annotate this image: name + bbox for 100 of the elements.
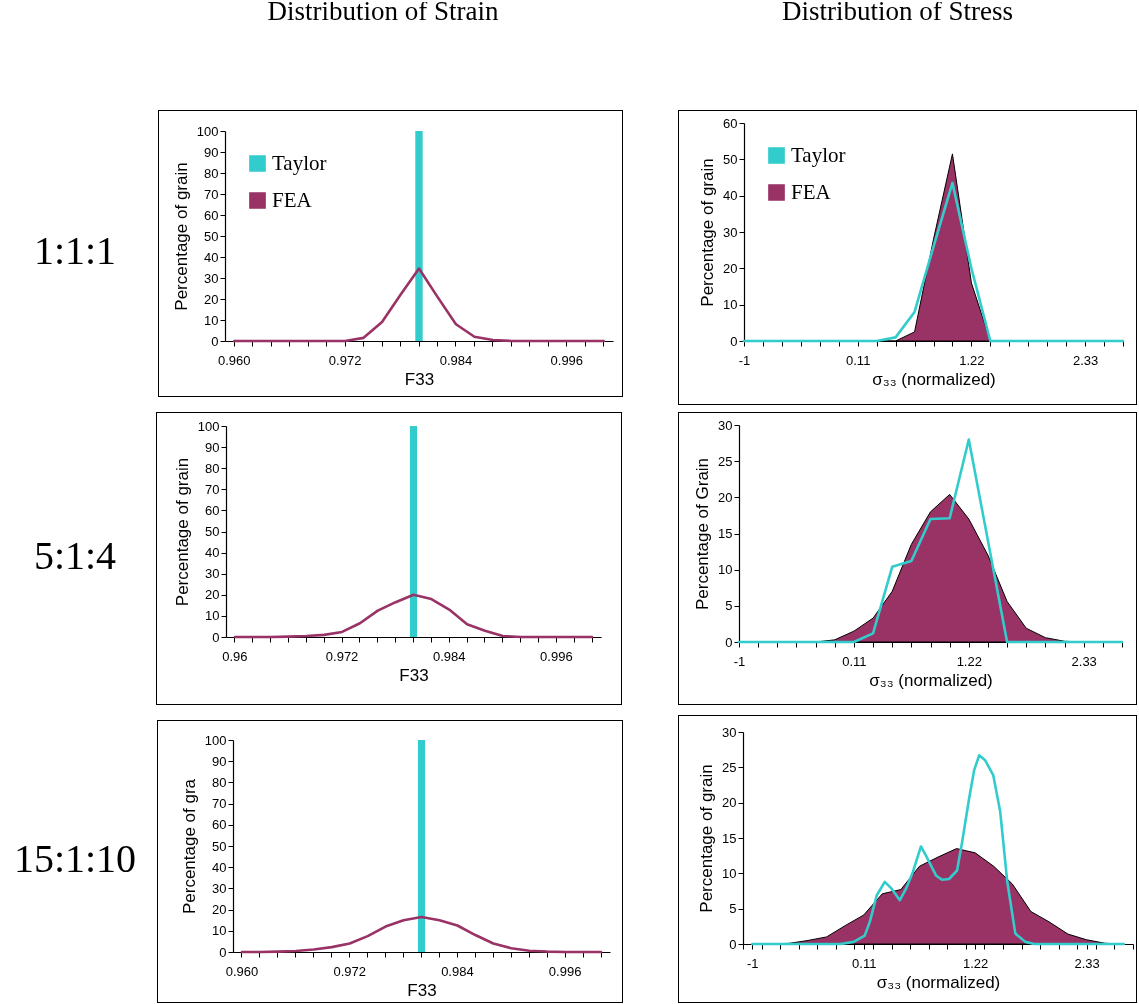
y-tick-label: 30 — [204, 270, 219, 286]
x-tick-label: 0.996 — [550, 352, 584, 368]
x-tick-label: -1 — [747, 955, 759, 971]
x-tick-label: 0.984 — [439, 352, 473, 368]
y-tick-label: 15 — [722, 830, 737, 846]
x-tick-label: 0.960 — [225, 963, 259, 979]
x-tick-label: -1 — [738, 352, 751, 368]
y-tick-label: 30 — [205, 566, 220, 582]
y-tick-label: 50 — [723, 151, 738, 167]
y-tick-label: 100 — [204, 732, 227, 748]
line-series — [240, 915, 603, 954]
x-tick-label: 2.33 — [1074, 955, 1100, 971]
y-tick-label: 90 — [205, 439, 220, 455]
x-axis-title: F33 — [404, 369, 435, 389]
y-tick-label: 10 — [718, 562, 733, 578]
x-tick-label: 0.96 — [222, 648, 248, 664]
x-tick-label: 0.11 — [852, 955, 877, 971]
text: 15:1:10 — [13, 834, 137, 882]
y-tick-label: 100 — [197, 418, 220, 434]
x-axis-title: F33 — [399, 665, 429, 685]
y-tick-label: 20 — [205, 587, 220, 603]
y-tick-label: 60 — [212, 817, 227, 833]
x-tick-label: 0.972 — [325, 648, 359, 664]
y-tick-label: 15 — [718, 526, 733, 541]
x-axis-title: σ₃₃ (normalized) — [876, 972, 1001, 992]
y-tick-label: 60 — [723, 115, 738, 131]
y-tick-label: 80 — [204, 165, 219, 181]
y-tick-label: 20 — [204, 291, 219, 307]
y-tick-label: 30 — [722, 724, 737, 740]
line-series — [233, 593, 594, 639]
y-axis-title: Percentage of grain — [171, 162, 191, 311]
y-tick-label: 10 — [723, 297, 738, 313]
y-tick-label: 40 — [205, 545, 220, 561]
x-tick-label: 0.11 — [846, 352, 871, 368]
text: 5:1:4 — [33, 531, 117, 579]
line-series — [750, 754, 1126, 946]
y-tick-label: 70 — [212, 796, 227, 812]
y-tick-label: 30 — [212, 880, 227, 896]
y-axis-title: Percentage of grain — [698, 158, 718, 307]
y-tick-label: 50 — [205, 524, 220, 539]
x-tick-label: 0.984 — [441, 963, 474, 979]
y-tick-label: 10 — [205, 608, 220, 624]
y-tick-label: 20 — [718, 489, 733, 505]
y-tick-label: 100 — [196, 123, 219, 139]
x-tick-label: 0.984 — [432, 648, 466, 664]
x-axis-title: σ₃₃ (normalized) — [872, 369, 996, 389]
y-tick-label: 5 — [725, 598, 733, 614]
legend-label: Taylor — [272, 150, 327, 175]
line-series — [232, 267, 606, 343]
y-tick-label: 70 — [204, 186, 219, 202]
x-tick-label: 2.33 — [1071, 653, 1097, 669]
y-axis-title: Percentage of gra — [179, 778, 199, 915]
x-axis-title: σ₃₃ (normalized) — [869, 670, 993, 690]
y-tick-label: 40 — [723, 188, 738, 204]
y-tick-label: 25 — [722, 759, 737, 775]
y-tick-label: 10 — [204, 312, 219, 328]
legend-label: Taylor — [791, 142, 846, 167]
x-tick-label: -1 — [733, 653, 746, 669]
x-tick-label: 1.22 — [962, 955, 989, 971]
x-tick-label: 0.960 — [217, 352, 251, 368]
y-tick-label: 0 — [729, 936, 737, 952]
x-tick-label: 0.11 — [842, 653, 867, 669]
y-axis-title: Percentage of grain — [697, 764, 717, 913]
y-tick-label: 50 — [204, 228, 219, 244]
y-tick-label: 5 — [729, 901, 737, 917]
y-tick-label: 20 — [722, 795, 737, 811]
y-tick-label: 80 — [212, 774, 227, 790]
y-tick-label: 10 — [722, 865, 737, 881]
y-tick-label: 40 — [212, 859, 227, 875]
legend-label: FEA — [272, 187, 313, 212]
y-tick-label: 25 — [718, 453, 733, 469]
y-tick-label: 40 — [204, 249, 219, 265]
x-tick-label: 2.33 — [1072, 352, 1099, 368]
x-tick-label: 0.996 — [548, 963, 582, 979]
y-tick-label: 90 — [212, 753, 227, 769]
y-tick-label: 30 — [723, 224, 738, 240]
x-tick-label: 0.972 — [333, 963, 366, 979]
y-tick-label: 0 — [212, 629, 220, 645]
y-tick-label: 80 — [205, 460, 220, 476]
y-tick-label: 0 — [219, 944, 227, 960]
y-tick-label: 60 — [204, 207, 219, 223]
y-axis-title: Percentage of Grain — [693, 457, 713, 611]
x-tick-label: 1.22 — [956, 653, 982, 669]
text: 1:1:1 — [33, 226, 117, 274]
y-tick-label: 20 — [212, 902, 227, 918]
y-tick-label: 0 — [725, 634, 733, 650]
y-tick-label: 20 — [723, 260, 738, 276]
x-tick-label: 0.972 — [328, 352, 362, 368]
y-tick-label: 30 — [718, 417, 733, 433]
legend-label: FEA — [791, 179, 832, 204]
x-tick-label: 0.996 — [540, 648, 573, 664]
y-axis-title: Percentage of grain — [172, 457, 192, 607]
y-tick-label: 0 — [730, 333, 738, 349]
y-tick-label: 10 — [212, 923, 227, 939]
y-tick-label: 70 — [205, 481, 220, 497]
y-tick-label: 90 — [204, 144, 219, 160]
x-axis-title: F33 — [407, 980, 437, 1000]
x-tick-label: 1.22 — [959, 352, 985, 368]
y-tick-label: 0 — [211, 333, 219, 349]
y-tick-label: 60 — [205, 502, 220, 518]
